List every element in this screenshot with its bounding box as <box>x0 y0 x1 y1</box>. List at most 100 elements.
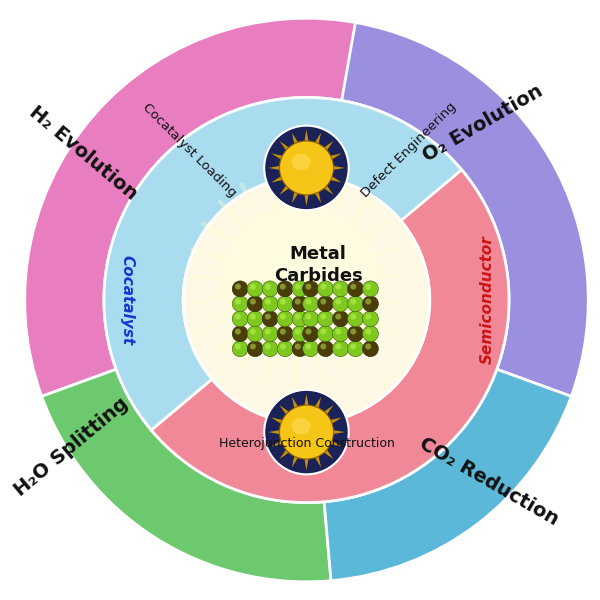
Circle shape <box>365 343 371 350</box>
Circle shape <box>335 284 341 290</box>
Wedge shape <box>41 369 331 582</box>
Circle shape <box>265 299 271 305</box>
Text: Semiconductor: Semiconductor <box>480 236 495 364</box>
Circle shape <box>302 341 319 356</box>
Circle shape <box>265 329 271 335</box>
Circle shape <box>365 314 371 320</box>
Circle shape <box>247 326 263 341</box>
Circle shape <box>264 390 349 475</box>
Circle shape <box>302 326 319 341</box>
Circle shape <box>317 311 334 327</box>
Polygon shape <box>268 166 283 170</box>
Polygon shape <box>292 453 300 467</box>
Circle shape <box>295 343 301 350</box>
Circle shape <box>247 341 263 356</box>
Circle shape <box>262 311 278 327</box>
Circle shape <box>320 343 326 350</box>
Circle shape <box>317 341 334 356</box>
Circle shape <box>362 296 379 312</box>
Ellipse shape <box>218 206 383 359</box>
Circle shape <box>365 299 371 305</box>
Circle shape <box>277 296 293 312</box>
Circle shape <box>332 311 349 327</box>
Polygon shape <box>328 154 342 161</box>
Circle shape <box>280 405 334 459</box>
Circle shape <box>280 329 286 335</box>
Polygon shape <box>330 166 344 170</box>
Circle shape <box>320 299 326 305</box>
Circle shape <box>350 314 356 320</box>
Polygon shape <box>313 133 321 147</box>
Circle shape <box>362 281 379 297</box>
Circle shape <box>335 343 341 350</box>
Circle shape <box>277 326 293 341</box>
Circle shape <box>332 296 349 312</box>
Polygon shape <box>322 183 334 195</box>
Circle shape <box>305 314 311 320</box>
Polygon shape <box>271 154 286 161</box>
Polygon shape <box>313 189 321 203</box>
Circle shape <box>365 329 371 335</box>
Circle shape <box>292 341 308 356</box>
Circle shape <box>320 329 326 335</box>
Circle shape <box>335 329 341 335</box>
Polygon shape <box>304 191 309 206</box>
Text: O₂ Evolution: O₂ Evolution <box>419 82 546 166</box>
Circle shape <box>250 329 256 335</box>
Circle shape <box>362 341 379 356</box>
Circle shape <box>350 343 356 350</box>
Circle shape <box>347 296 364 312</box>
Text: Defect Engineering: Defect Engineering <box>359 100 459 200</box>
Circle shape <box>250 343 256 350</box>
Polygon shape <box>292 133 300 147</box>
Circle shape <box>347 311 364 327</box>
Polygon shape <box>313 397 321 411</box>
Circle shape <box>247 296 263 312</box>
Circle shape <box>232 326 248 341</box>
Circle shape <box>347 326 364 341</box>
Circle shape <box>292 281 308 297</box>
Polygon shape <box>280 183 292 195</box>
Polygon shape <box>328 418 342 425</box>
Ellipse shape <box>292 154 311 170</box>
Circle shape <box>302 281 319 297</box>
Polygon shape <box>271 439 286 446</box>
Text: Cocatalyst: Cocatalyst <box>120 255 135 345</box>
Circle shape <box>320 284 326 290</box>
Circle shape <box>232 296 248 312</box>
Polygon shape <box>268 430 283 434</box>
Circle shape <box>350 284 356 290</box>
Circle shape <box>235 329 241 335</box>
Circle shape <box>332 281 349 297</box>
Circle shape <box>235 314 241 320</box>
Polygon shape <box>271 175 286 182</box>
Circle shape <box>305 284 311 290</box>
Circle shape <box>332 326 349 341</box>
Circle shape <box>305 343 311 350</box>
Circle shape <box>235 284 241 290</box>
Text: Metal
Carbides: Metal Carbides <box>274 245 362 285</box>
Circle shape <box>302 311 319 327</box>
Circle shape <box>262 341 278 356</box>
Wedge shape <box>151 170 509 503</box>
Text: CO₂ Reduction: CO₂ Reduction <box>416 434 562 530</box>
Circle shape <box>305 329 311 335</box>
Circle shape <box>317 281 334 297</box>
Wedge shape <box>341 22 588 397</box>
Circle shape <box>232 311 248 327</box>
Circle shape <box>280 141 334 195</box>
Text: H₂ Evolution: H₂ Evolution <box>26 103 141 204</box>
Circle shape <box>347 341 364 356</box>
Circle shape <box>320 314 326 320</box>
Circle shape <box>295 284 301 290</box>
Polygon shape <box>328 175 342 182</box>
Polygon shape <box>292 189 300 203</box>
Polygon shape <box>304 456 309 470</box>
Circle shape <box>362 326 379 341</box>
Circle shape <box>292 326 308 341</box>
Circle shape <box>305 299 311 305</box>
Circle shape <box>277 341 293 356</box>
Polygon shape <box>304 394 309 409</box>
Polygon shape <box>292 397 300 411</box>
Text: Heterojunction Construction: Heterojunction Construction <box>218 437 394 451</box>
